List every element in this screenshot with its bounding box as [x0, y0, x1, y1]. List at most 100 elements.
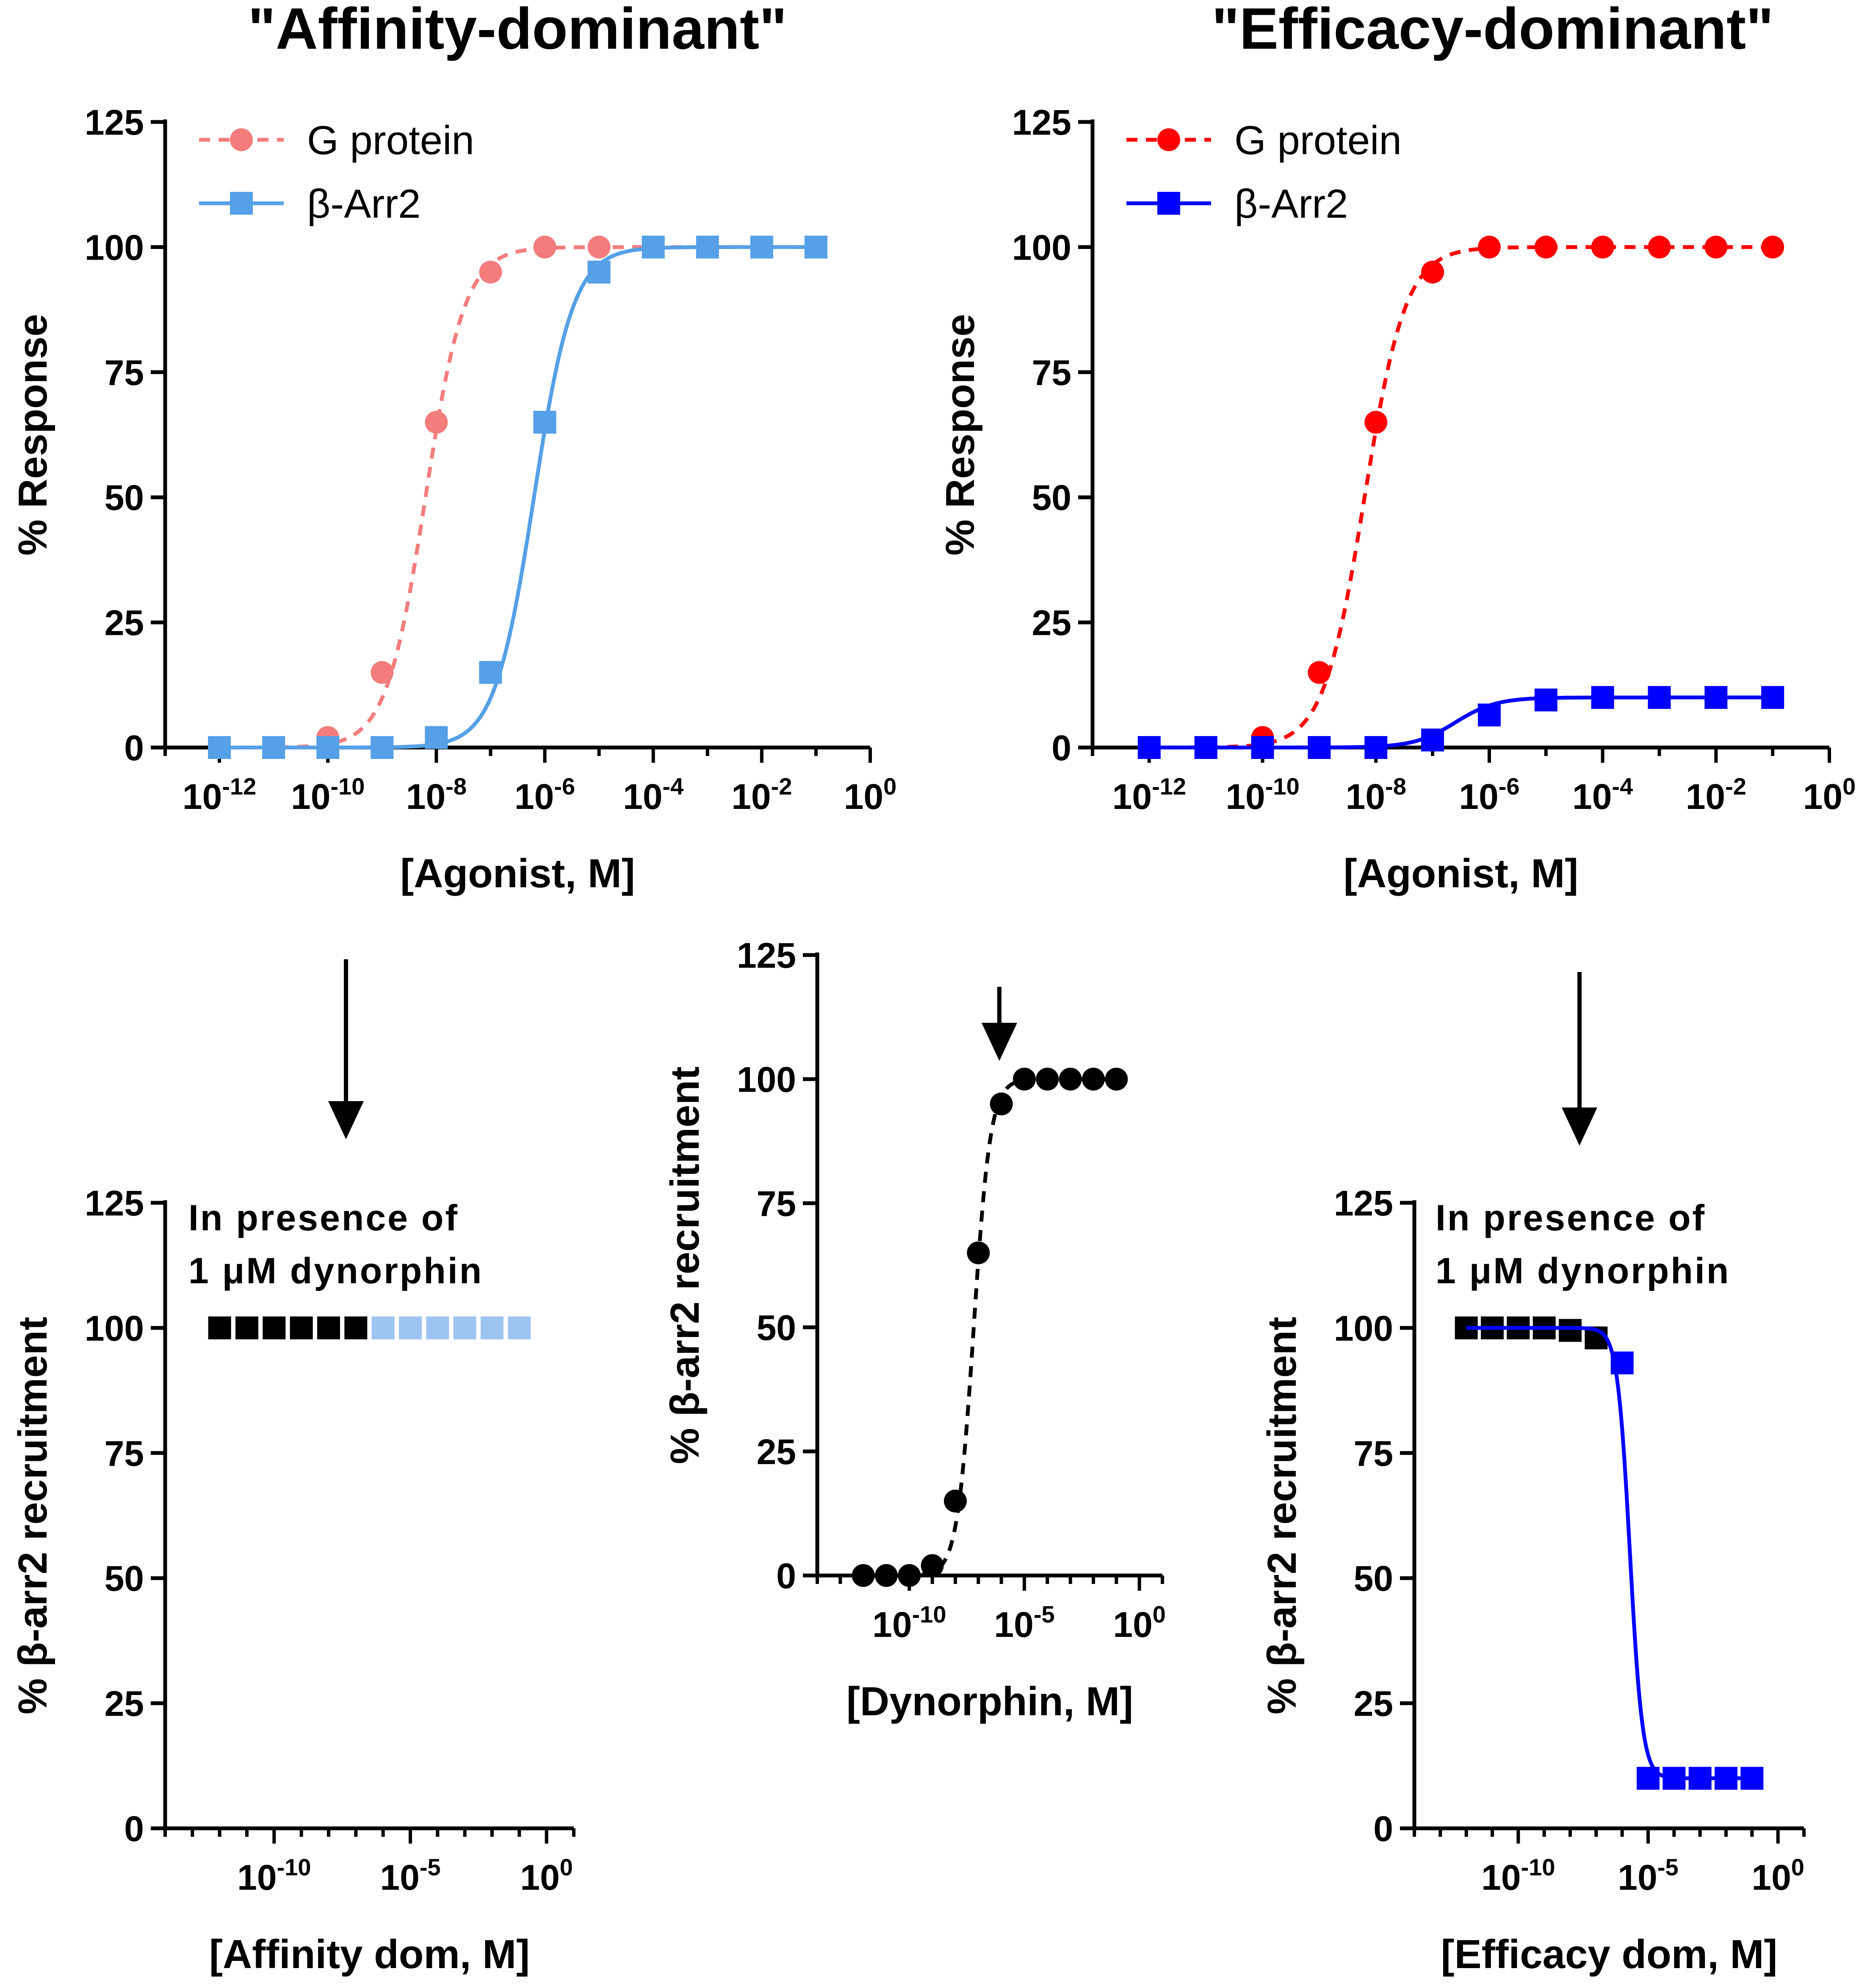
x-tick-label: 10-10 [1481, 1854, 1555, 1897]
y-tick-label: 50 [1032, 478, 1071, 518]
chart-dynorphin_middle: 0 25 50 75 100 125 10-10 10-5 100 [Dynorphin, M]%… [662, 936, 1166, 1724]
series-G-protein [1137, 235, 1784, 759]
x-tick-label: 10-5 [994, 1601, 1054, 1645]
x-tick-label: 100 [1751, 1854, 1804, 1897]
fit-curve [219, 245, 816, 750]
annotation-text: 1 μM dynorphin [188, 1251, 483, 1291]
x-tick-label: 100 [1113, 1601, 1166, 1645]
data-point [371, 661, 394, 684]
chart-efficacy_top: "Efficacy-dominant" 0 25 50 75 100 125 10-12 10-… [938, 0, 1856, 896]
annotation-text: In presence of [1436, 1198, 1706, 1238]
y-axis-label: % Response [10, 314, 55, 556]
chart-affinity_bottom: 0 25 50 75 100 125 10-10 10-5 100 [Affinity dom, … [10, 1183, 575, 1977]
chart-title: "Affinity-dominant" [248, 0, 787, 61]
data-point [1704, 686, 1728, 709]
data-point [990, 1092, 1013, 1116]
arrow-head [982, 1023, 1017, 1061]
data-point [1591, 686, 1614, 709]
y-tick-label: 25 [1354, 1684, 1393, 1724]
data-point [1534, 235, 1557, 259]
y-tick-label: 0 [776, 1556, 796, 1596]
arrow-left [328, 959, 364, 1139]
data-point [804, 235, 827, 259]
fit-curve [1149, 245, 1773, 750]
data-point [1082, 1068, 1105, 1091]
data-point [316, 736, 340, 759]
data-point [479, 661, 502, 684]
data-point [481, 1316, 503, 1340]
annotation-text: 1 μM dynorphin [1436, 1251, 1730, 1291]
series-black [1455, 1316, 1608, 1350]
y-tick-label: 0 [1051, 728, 1071, 768]
y-tick-label: 100 [1334, 1308, 1393, 1348]
data-point [508, 1316, 531, 1340]
data-point [208, 736, 231, 759]
x-tick-label: 10-10 [872, 1601, 946, 1645]
x-axis-label: [Agonist, M] [400, 851, 635, 896]
data-point [426, 1316, 449, 1340]
y-tick-label: 25 [757, 1432, 796, 1472]
data-point [344, 1316, 368, 1340]
data-point [898, 1564, 921, 1587]
y-tick-label: 25 [105, 1684, 144, 1724]
legend-marker [1157, 192, 1180, 215]
x-tick-label: 10-6 [515, 773, 575, 817]
data-point [1137, 736, 1161, 759]
y-tick-label: 0 [124, 728, 144, 768]
data-point [208, 1316, 231, 1340]
y-tick-label: 100 [85, 1308, 144, 1348]
y-tick-label: 25 [105, 603, 144, 643]
x-tick-label: 10-2 [1686, 773, 1746, 817]
data-point [425, 410, 448, 434]
data-point [1036, 1068, 1059, 1091]
x-tick-label: 10-10 [1225, 773, 1299, 817]
x-tick-label: 10-4 [1572, 773, 1633, 817]
y-tick-label: 125 [85, 102, 144, 142]
arrow-head [1562, 1108, 1597, 1146]
arrow-head [328, 1101, 364, 1139]
data-point [1761, 235, 1784, 259]
x-tick-label: 10-8 [1346, 773, 1406, 817]
data-point [1477, 235, 1501, 259]
data-point [425, 726, 448, 749]
data-point [1364, 736, 1388, 759]
data-point [533, 235, 556, 259]
data-point [642, 235, 665, 259]
x-axis-label: [Dynorphin, M] [846, 1679, 1133, 1724]
y-tick-label: 75 [105, 353, 144, 393]
data-point [533, 410, 556, 434]
data-point [1477, 703, 1501, 727]
x-tick-label: 10-12 [183, 773, 256, 817]
data-point [587, 235, 611, 259]
y-tick-label: 50 [1354, 1559, 1393, 1598]
x-tick-label: 10-10 [237, 1854, 311, 1897]
legend-label: β-Arr2 [1234, 181, 1348, 227]
data-point [875, 1564, 898, 1587]
chart-affinity_top: "Affinity-dominant" 0 25 50 75 100 125 10-12 10-… [10, 0, 896, 896]
arrow-right [1562, 972, 1597, 1146]
y-tick-label: 125 [85, 1183, 144, 1223]
data-point [587, 260, 611, 284]
y-axis-label: % β-arr2 recruitment [10, 1317, 55, 1714]
chart-title: "Efficacy-dominant" [1212, 0, 1773, 61]
data-point [696, 235, 719, 259]
annotation-text: In presence of [188, 1198, 459, 1238]
data-point [1559, 1319, 1582, 1342]
data-point [1059, 1068, 1082, 1091]
data-point [1704, 235, 1728, 259]
y-tick-label: 0 [1373, 1809, 1393, 1849]
fit-curve [219, 245, 816, 750]
data-point [371, 736, 394, 759]
series-light-blue [371, 1316, 531, 1340]
data-point [1364, 410, 1388, 434]
x-tick-label: 10-5 [1618, 1854, 1678, 1897]
y-tick-label: 125 [737, 936, 796, 975]
legend-marker [230, 192, 253, 215]
x-axis-label: [Agonist, M] [1344, 851, 1579, 896]
data-point [1648, 686, 1671, 709]
x-tick-label: 100 [1803, 773, 1856, 817]
y-tick-label: 0 [124, 1809, 144, 1849]
data-point [371, 1316, 395, 1340]
